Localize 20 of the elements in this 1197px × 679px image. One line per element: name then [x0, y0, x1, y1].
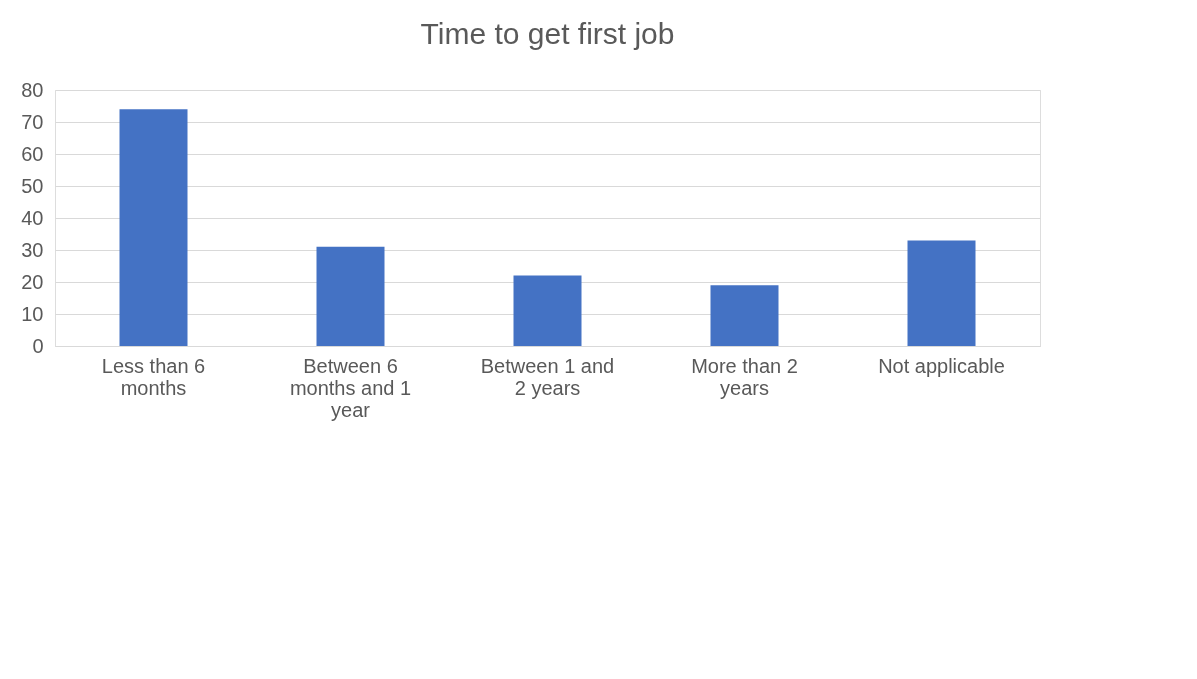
- y-tick-label: 70: [21, 110, 44, 133]
- bar: [907, 240, 976, 346]
- x-tick-label: Less than 6 months: [101, 354, 206, 399]
- y-tick-label: 20: [21, 270, 44, 293]
- x-tick-label: Between 1 and 2 years: [480, 354, 615, 399]
- x-tick-label: More than 2 years: [691, 354, 798, 399]
- y-tick-label: 50: [21, 174, 44, 197]
- y-tick-label: 30: [21, 238, 44, 261]
- bar: [316, 246, 385, 346]
- y-tick-label: 40: [21, 206, 44, 229]
- y-tick-label: 10: [21, 302, 44, 325]
- bar: [513, 275, 582, 346]
- y-tick-label: 60: [21, 142, 44, 165]
- x-tick-label: Not applicable: [878, 354, 1005, 377]
- y-tick-label: 0: [32, 334, 44, 357]
- x-tick-label: Between 6 months and 1 year: [289, 354, 412, 421]
- y-tick-label: 80: [21, 78, 44, 101]
- bar: [710, 285, 779, 346]
- chart-title: Time to get first job: [420, 17, 675, 50]
- bar: [119, 109, 188, 346]
